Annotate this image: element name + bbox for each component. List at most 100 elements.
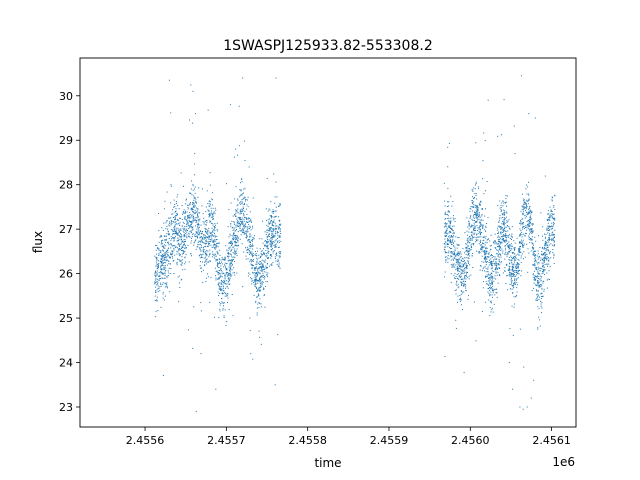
data-point xyxy=(178,208,180,210)
data-point xyxy=(532,273,534,275)
data-point xyxy=(538,278,540,280)
data-point xyxy=(511,265,513,267)
data-point xyxy=(222,259,224,261)
data-point xyxy=(478,243,480,245)
data-point xyxy=(259,286,261,288)
data-point xyxy=(455,319,457,321)
data-point xyxy=(470,249,472,251)
data-point xyxy=(212,213,214,215)
data-point xyxy=(511,274,513,276)
data-point xyxy=(233,236,235,238)
data-point xyxy=(194,209,196,211)
data-point xyxy=(532,249,534,251)
data-point xyxy=(203,238,205,240)
data-point xyxy=(173,240,175,242)
data-point xyxy=(274,196,276,198)
data-point xyxy=(503,212,505,214)
data-point xyxy=(510,249,512,251)
data-point xyxy=(233,252,235,254)
data-point xyxy=(544,254,546,256)
data-point xyxy=(185,230,187,232)
data-point xyxy=(254,275,256,277)
data-point xyxy=(197,230,199,232)
data-point xyxy=(197,226,199,228)
data-point xyxy=(203,217,205,219)
data-point xyxy=(161,263,163,265)
data-point xyxy=(452,201,454,203)
data-point xyxy=(542,265,544,267)
data-point xyxy=(230,259,232,261)
data-point xyxy=(246,229,248,231)
data-point xyxy=(217,272,219,274)
data-point xyxy=(524,256,526,258)
data-point xyxy=(209,252,211,254)
data-point xyxy=(233,232,235,234)
data-point xyxy=(475,213,477,215)
data-point xyxy=(242,232,244,234)
data-point xyxy=(251,280,253,282)
data-point xyxy=(516,291,518,293)
data-point xyxy=(483,246,485,248)
data-point xyxy=(470,245,472,247)
data-point xyxy=(275,228,277,230)
data-point xyxy=(181,205,183,207)
data-point xyxy=(531,232,533,234)
data-point xyxy=(213,235,214,237)
data-point xyxy=(245,230,247,232)
data-point xyxy=(181,259,183,261)
data-point xyxy=(270,239,272,241)
data-point xyxy=(450,264,452,266)
data-point xyxy=(490,255,492,257)
data-point xyxy=(210,241,212,243)
data-point xyxy=(459,251,461,253)
data-point xyxy=(204,227,206,229)
data-point xyxy=(230,235,232,237)
data-point xyxy=(159,275,161,277)
data-point xyxy=(543,266,545,268)
data-point xyxy=(167,247,169,249)
data-point xyxy=(177,205,179,207)
data-point xyxy=(475,214,477,216)
data-point xyxy=(521,209,523,211)
data-point xyxy=(266,220,268,222)
data-point xyxy=(228,253,230,255)
data-point xyxy=(461,269,463,271)
data-point xyxy=(546,272,548,274)
data-point xyxy=(273,244,275,246)
data-point xyxy=(160,264,162,266)
data-point xyxy=(490,302,492,304)
data-point xyxy=(506,205,508,207)
data-point xyxy=(254,280,256,282)
data-point xyxy=(546,279,548,281)
data-point xyxy=(474,230,476,232)
data-point xyxy=(178,243,180,245)
data-point xyxy=(548,237,550,239)
data-point xyxy=(485,276,487,278)
data-point xyxy=(245,233,247,235)
data-point xyxy=(551,212,553,214)
data-point xyxy=(510,272,512,274)
data-point xyxy=(446,233,448,235)
data-point xyxy=(155,244,157,246)
data-point xyxy=(512,274,514,276)
data-point xyxy=(187,208,189,210)
data-point xyxy=(183,218,185,220)
data-point xyxy=(447,240,449,242)
data-point xyxy=(256,274,258,276)
data-point xyxy=(173,230,175,232)
data-point xyxy=(475,237,477,239)
data-point xyxy=(453,251,455,253)
data-point xyxy=(502,232,504,234)
data-point xyxy=(259,248,261,250)
data-point xyxy=(223,282,225,284)
data-point xyxy=(526,227,528,229)
data-point xyxy=(162,293,164,295)
data-point xyxy=(236,245,238,247)
data-point xyxy=(227,250,229,252)
data-point xyxy=(219,304,221,306)
data-point xyxy=(450,242,452,244)
data-point xyxy=(188,233,190,235)
data-point xyxy=(491,257,493,259)
data-point xyxy=(461,281,463,283)
data-point xyxy=(457,267,459,269)
